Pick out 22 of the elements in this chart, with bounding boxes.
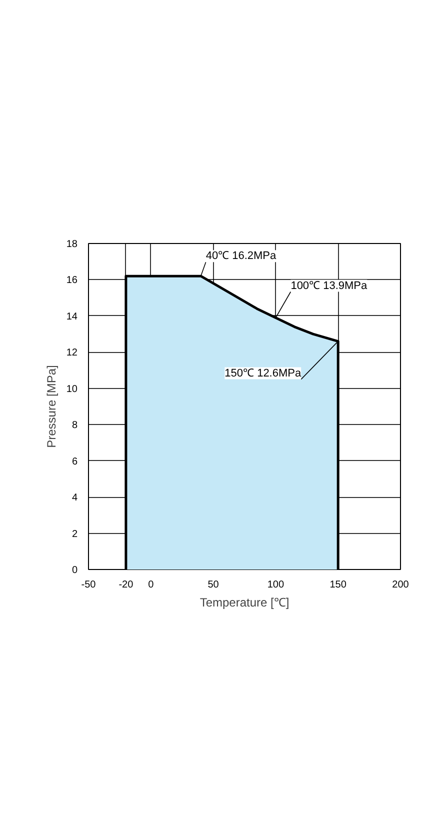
annotation: 100℃ 13.9MPa bbox=[290, 280, 368, 292]
y-tick-label: 12 bbox=[66, 348, 78, 359]
x-tick-label: 150 bbox=[330, 580, 347, 590]
y-tick-label: 10 bbox=[66, 384, 78, 395]
y-tick-label: 6 bbox=[72, 456, 78, 468]
y-tick-label: 14 bbox=[66, 311, 78, 322]
x-tick-label: -20 bbox=[118, 580, 134, 590]
y-axis-title: Pressure [MPa] bbox=[44, 365, 58, 448]
y-tick-label: 16 bbox=[66, 275, 78, 286]
y-tick-label: 18 bbox=[66, 239, 78, 250]
x-tick-label: -50 bbox=[81, 580, 96, 590]
x-tick-label: 0 bbox=[148, 580, 154, 590]
x-axis-title: Temperature [℃] bbox=[200, 596, 290, 610]
x-tick-label: 50 bbox=[208, 580, 220, 590]
y-tick-label: 0 bbox=[72, 565, 78, 576]
y-tick-label: 8 bbox=[72, 420, 78, 432]
y-tick-label: 4 bbox=[72, 492, 78, 504]
x-tick-label: 200 bbox=[392, 580, 410, 590]
x-tick-label: 100 bbox=[267, 580, 284, 590]
annotation: 150℃ 12.6MPa bbox=[224, 367, 302, 380]
y-tick-label: 2 bbox=[72, 528, 78, 540]
annotation: 40℃ 16.2MPa bbox=[206, 250, 278, 262]
